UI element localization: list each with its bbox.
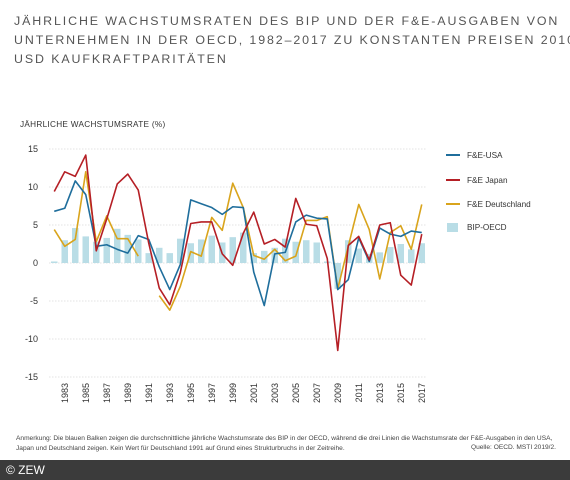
gdp-bar [229,237,237,263]
gdp-bar [103,237,111,263]
series-line-germany [53,171,423,311]
x-tick-label: 1985 [81,383,91,403]
legend-label-germany: F&E Deutschland [467,200,531,209]
legend-label-usa: F&E-USA [467,151,503,160]
gdp-bar [124,234,132,263]
y-axis-label: JÄHRLICHE WACHSTUMSRATE (%) [20,120,166,129]
gdp-bar [407,249,415,263]
gdp-bar [313,242,321,263]
gdp-bar [302,240,310,263]
x-tick-label: 1999 [228,383,238,403]
chart-title: JÄHRLICHE WACHSTUMSRATEN DES BIP UND DER… [14,12,570,69]
x-tick-label: 1997 [207,383,217,403]
gdp-bar [260,250,268,263]
y-tick-label: 10 [28,182,38,192]
gdp-bar [197,239,205,263]
gdp-bar [145,253,153,263]
gdp-bar [239,232,247,263]
gdp-bar [113,228,121,263]
legend-swatch-gdp [447,223,458,232]
copyright-text: © ZEW [6,463,45,477]
gdp-bar [397,244,405,263]
x-tick-label: 2003 [270,383,280,403]
x-tick-label: 1989 [123,383,133,403]
x-tick-label: 1983 [60,383,70,403]
gdp-bar [418,243,426,263]
gdp-bar [208,235,216,263]
chart-note: Anmerkung: Die blauen Balken zeigen die … [16,435,553,452]
gdp-bar [166,253,174,263]
y-tick-label: 0 [33,258,38,268]
title-line: UNTERNEHMEN IN DER OECD, 1982–2017 ZU KO… [14,33,570,47]
x-tick-label: 2015 [396,383,406,403]
x-tick-label: 2009 [333,383,343,403]
x-tick-label: 1987 [102,383,112,403]
gdp-bar [82,236,90,263]
chart-source: Quelle: OECD. MSTI 2019/2. [470,444,556,451]
gdp-bar [92,241,100,263]
y-tick-label: -10 [25,334,38,344]
x-tick-label: 2013 [375,383,385,403]
y-tick-label: -15 [25,372,38,382]
y-tick-label: -5 [30,296,38,306]
series-line-japan [53,154,423,352]
legend-label-japan: F&E Japan [467,176,508,185]
legend-label-gdp: BIP-OECD [467,223,507,232]
x-tick-label: 2007 [312,383,322,403]
gdp-bar [376,252,384,263]
gdp-bar [176,238,184,263]
title-line: USD KAUFKRAFTPARITÄTEN [14,52,228,66]
x-tick-label: 1991 [144,383,154,403]
y-tick-label: 15 [28,144,38,154]
gdp-bar [334,263,342,289]
gdp-bar [250,253,258,263]
footer-bar: © ZEW [0,460,570,480]
gdp-bar [386,247,394,263]
gdp-bar [71,228,79,263]
x-tick-label: 1995 [186,383,196,403]
gdp-bar [50,261,58,263]
chart-area: 15 10 5 0 -5 -10 -15 1983 1985 1987 1989 1991 1993 1… [25,144,531,403]
x-tick-label: 2011 [354,383,364,402]
title-line: JÄHRLICHE WACHSTUMSRATEN DES BIP UND DER… [14,14,560,28]
gdp-bar [292,241,300,263]
gdp-bar [134,239,142,263]
gdp-bar [61,240,69,263]
x-tick-label: 2017 [417,383,427,403]
gdp-bar [355,248,363,263]
x-tick-label: 2001 [249,383,259,403]
x-tick-label: 1993 [165,383,175,403]
y-tick-label: 5 [33,220,38,230]
gdp-bar [155,247,163,263]
x-tick-label: 2005 [291,383,301,403]
